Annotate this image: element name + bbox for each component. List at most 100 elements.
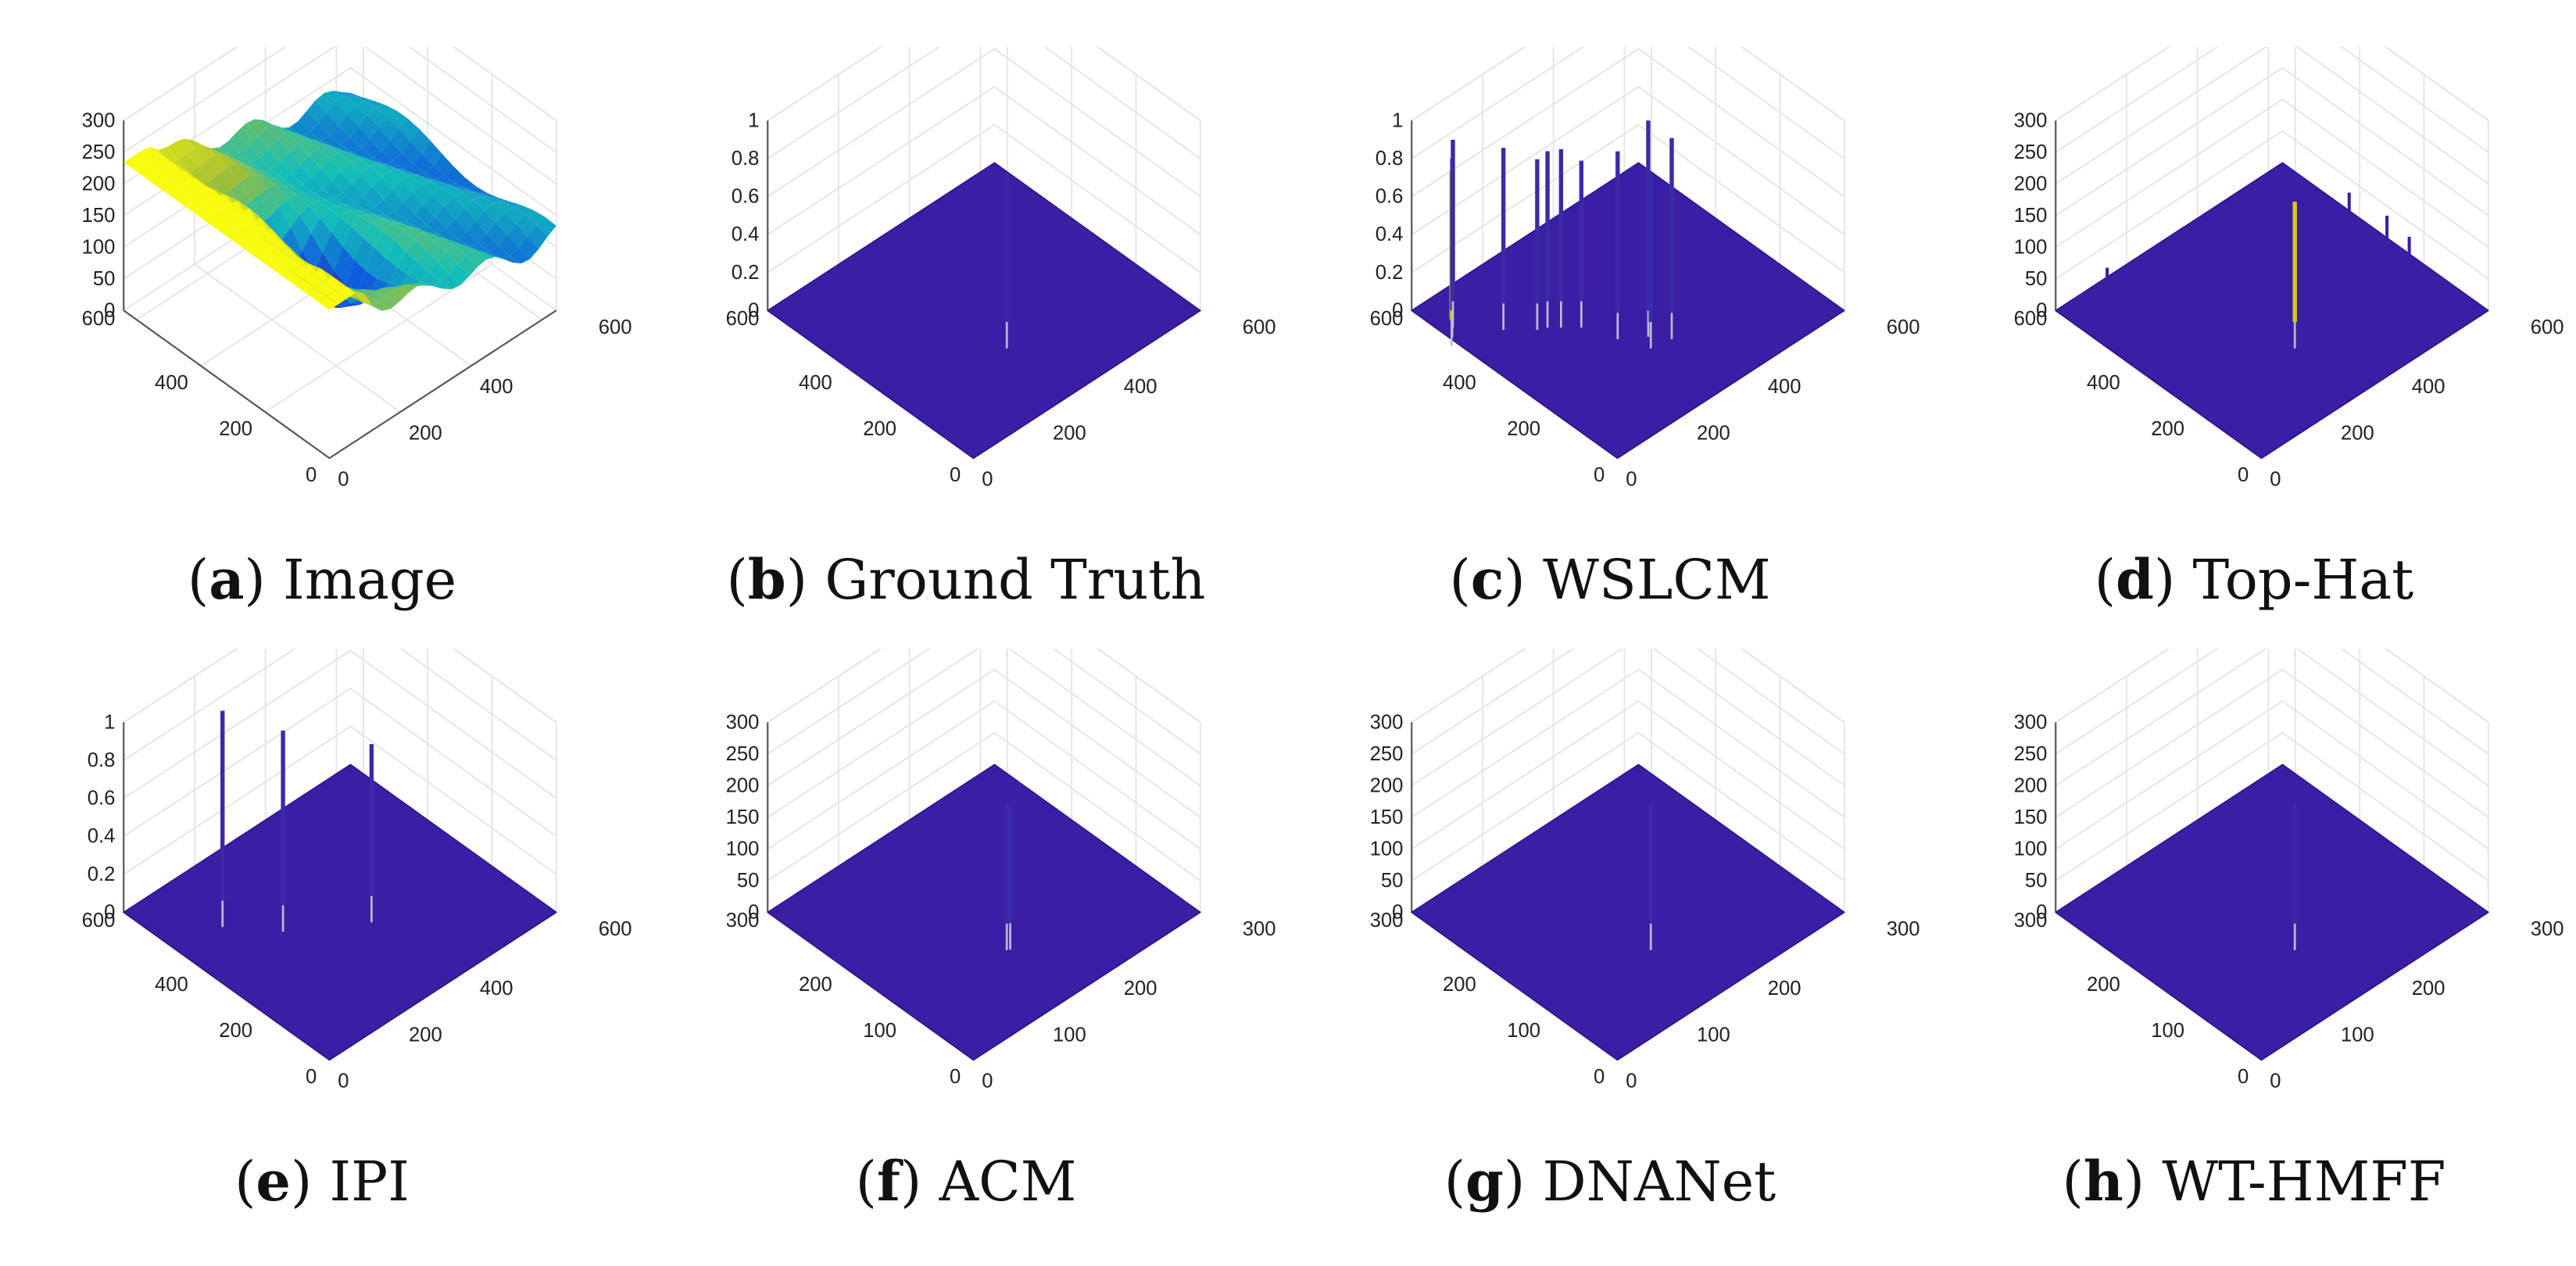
caption-g: (g) DNANet: [1444, 1149, 1776, 1214]
surface-patch: [535, 216, 556, 237]
x-tick-label: 0: [2270, 468, 2281, 490]
surface-patch: [470, 191, 491, 197]
surface-patch: [123, 156, 145, 171]
surface-patch: [490, 196, 511, 202]
surface-patch: [170, 159, 191, 173]
surface-patch: [288, 195, 309, 215]
z-gridline: [767, 649, 1201, 755]
surface-patch: [383, 223, 403, 241]
surface-patch: [215, 222, 236, 237]
z-tick-label: 0.6: [732, 186, 760, 208]
z-gridline: [767, 85, 1201, 235]
surface-patch: [329, 152, 349, 171]
surface-patch: [210, 173, 231, 196]
surface-patch: [449, 238, 470, 247]
surface-patch: [412, 184, 433, 205]
surface-floor: [1411, 162, 1845, 460]
z-tick-label: 200: [726, 774, 760, 796]
surface-patch: [354, 237, 374, 271]
surface-patch: [374, 199, 395, 216]
caption-letter: a: [209, 547, 245, 612]
surface-patch: [239, 145, 260, 163]
surface-patch: [220, 202, 242, 217]
z-gridline: [123, 47, 557, 185]
x-tick-label: 600: [599, 316, 632, 338]
surface-patch: [458, 231, 479, 247]
surface-patch: [308, 200, 329, 218]
x-tick-label: 100: [2341, 1024, 2374, 1046]
surface-patch: [463, 199, 485, 221]
surface-patch: [496, 212, 517, 236]
z-gridline: [123, 687, 557, 837]
z-tick-label: 0: [748, 299, 759, 321]
surface-patch: [370, 127, 391, 152]
surface-patch: [345, 259, 366, 293]
x-tick-label: 400: [1124, 376, 1157, 398]
z-tick-label: 250: [2014, 141, 2048, 163]
surface-patch: [311, 168, 332, 189]
z-tick-label: 0.2: [732, 262, 760, 284]
y-tick-label: 600: [2014, 308, 2048, 330]
surface-patch: [265, 176, 286, 187]
y-tick-label: 200: [219, 1020, 252, 1042]
panel-f: 0 50 100 150 200 250 300 0 0 100 100 200 200 300 300 (f…: [644, 649, 1288, 1266]
surface-patch: [385, 284, 406, 288]
surface-patch: [192, 206, 213, 220]
surface-patch: [341, 138, 362, 153]
caption-letter: f: [876, 1149, 901, 1214]
surface-patch: [344, 95, 365, 106]
surface-patch: [513, 205, 534, 215]
surface-patch: [224, 155, 245, 166]
x-tick-label: 200: [1053, 422, 1086, 444]
surface-patch: [396, 284, 417, 294]
surface-patch: [431, 281, 452, 290]
z-gridline: [1411, 668, 1845, 818]
surface-patch: [395, 168, 417, 174]
panel-h: 0 50 100 150 200 250 300 0 0 100 100 200 200 300 300 (h…: [1932, 649, 2576, 1266]
x-tick-label: 300: [2531, 918, 2564, 940]
surface-patch: [518, 236, 539, 259]
surface-patch: [259, 148, 281, 170]
caption-method: ACM: [939, 1150, 1077, 1214]
surface-patch: [230, 182, 251, 208]
surface-patch: [340, 162, 361, 184]
surface-patch: [467, 186, 488, 194]
surface-patch: [249, 135, 269, 158]
z-tick-label: 150: [2014, 205, 2048, 227]
surface-patch: [237, 123, 258, 145]
surface-patch: [466, 251, 487, 267]
y-tick-label: 600: [82, 308, 116, 330]
z-gridline: [767, 649, 1201, 787]
surface-patch: [352, 173, 373, 197]
surface-patch: [337, 205, 358, 211]
panel-g: 0 50 100 150 200 250 300 0 0 100 100 200 200 300 300 (g…: [1288, 649, 1932, 1266]
caption-letter: e: [256, 1149, 291, 1214]
caption-method: Ground Truth: [825, 548, 1206, 612]
caption-letter: c: [1470, 547, 1504, 612]
caption-method: Image: [283, 548, 457, 612]
surface-patch: [516, 214, 536, 237]
surface-patch: [220, 141, 240, 156]
surface-patch: [134, 164, 156, 179]
x-tick-label: 600: [2531, 316, 2564, 338]
surface-patch: [257, 127, 277, 149]
surface-patch: [158, 146, 179, 162]
caption-e: (e) IPI: [234, 1149, 410, 1214]
surface-patch: [399, 118, 420, 141]
z-tick-label: 0.8: [1376, 148, 1404, 170]
surface-patch: [228, 131, 249, 153]
surface-patch: [433, 153, 454, 176]
surface-patch: [376, 104, 397, 117]
surface-patch: [349, 157, 370, 174]
z-tick-label: 150: [82, 205, 116, 227]
surface-patch: [263, 227, 284, 243]
x-tick-label: 200: [2412, 978, 2445, 1000]
surface-patch: [158, 181, 178, 195]
xy-axes: [123, 309, 557, 460]
z-tick-label: 0.4: [732, 224, 760, 245]
surface-patch: [430, 181, 450, 188]
surface-patch: [352, 148, 373, 158]
surface-patch: [260, 255, 281, 270]
surface-patch: [424, 194, 445, 218]
